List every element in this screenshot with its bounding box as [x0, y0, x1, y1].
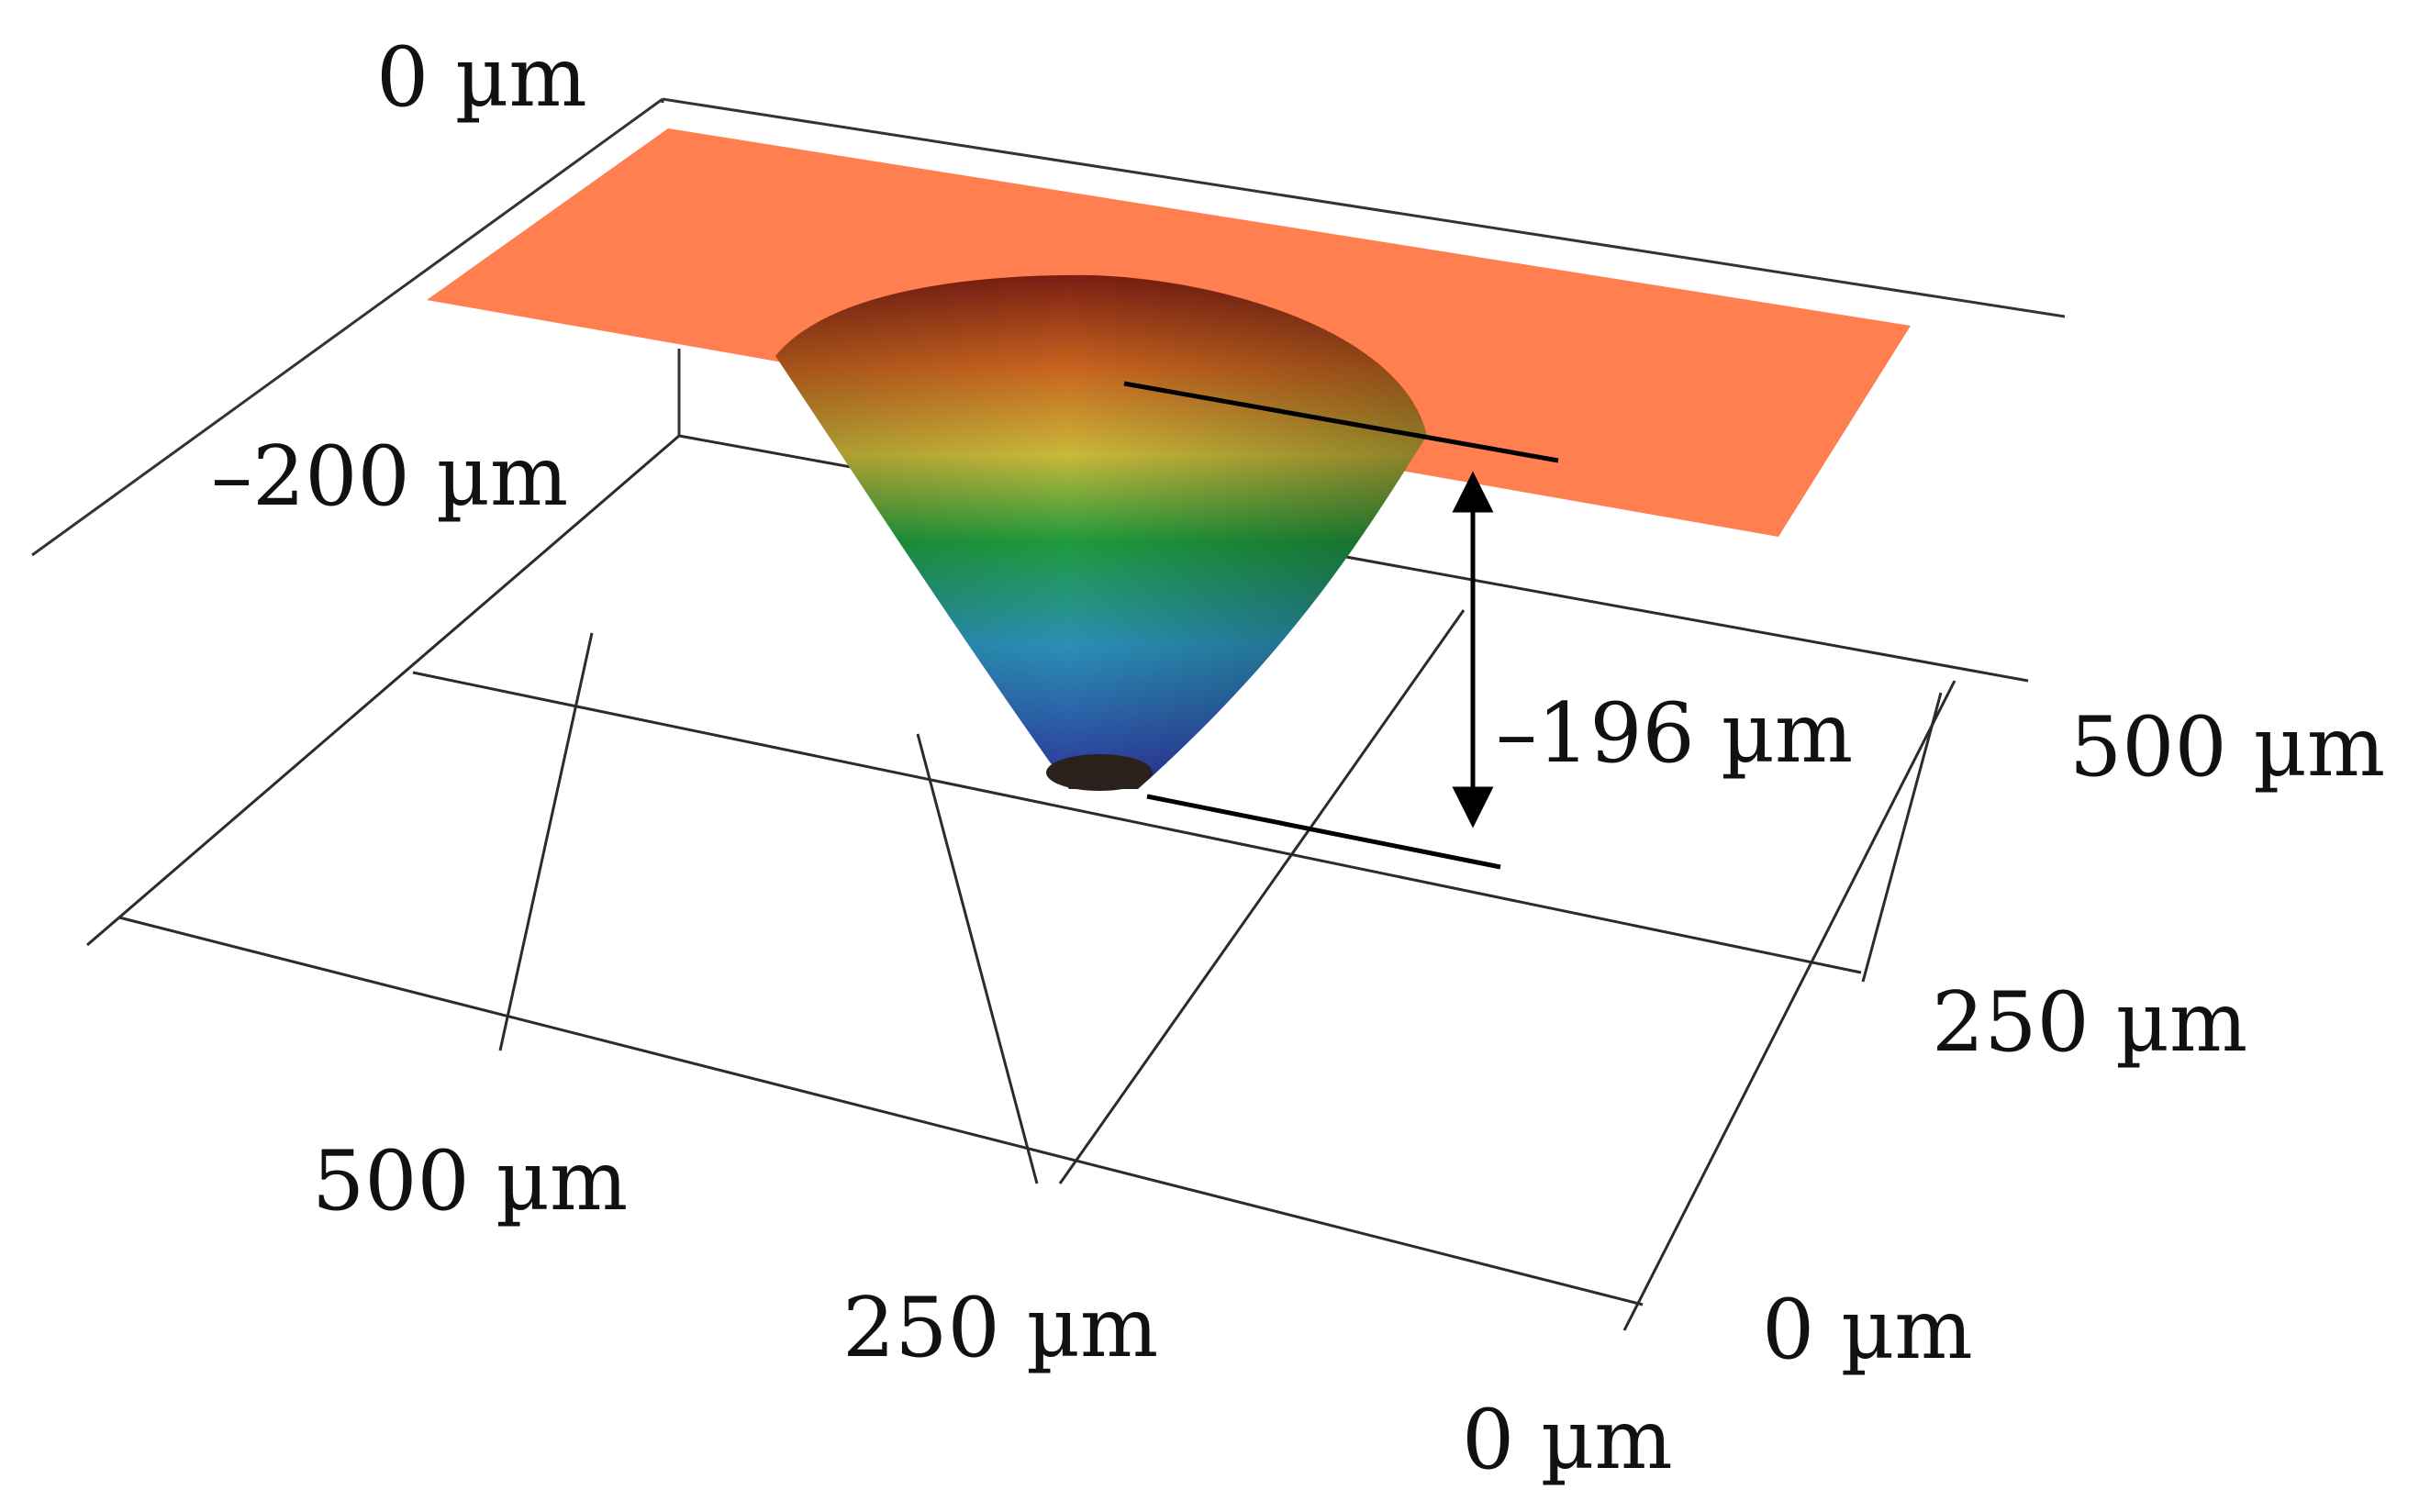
front-axis-tick-500: 500 µm [312, 1133, 628, 1229]
conical-pit [775, 274, 1427, 791]
side-axis-tick-250: 250 µm [1932, 974, 2247, 1071]
axis-frame [31, 97, 2066, 557]
depth-bottom-label: –200 µm [211, 428, 568, 525]
depth-annotation [1123, 381, 1559, 870]
side-axis-tick-500: 500 µm [2069, 699, 2385, 795]
front-axis-tick-250: 250 µm [842, 1280, 1158, 1376]
side-axis-tick-0: 0 µm [1762, 1282, 1973, 1378]
pit-depth-label: –196 µm [1496, 685, 1853, 782]
front-axis-tick-0: 0 µm [1462, 1392, 1673, 1488]
depth-top-label: 0 µm [376, 29, 587, 126]
